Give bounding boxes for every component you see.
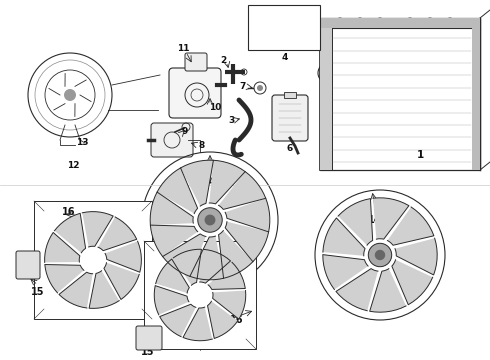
Text: 5: 5 (254, 9, 260, 18)
Polygon shape (336, 269, 378, 311)
Text: 15: 15 (31, 287, 45, 297)
Polygon shape (209, 160, 245, 204)
Circle shape (257, 85, 263, 91)
Polygon shape (150, 192, 193, 225)
Polygon shape (183, 307, 212, 341)
Polygon shape (150, 225, 197, 257)
Text: 3: 3 (228, 116, 234, 125)
Polygon shape (225, 198, 270, 232)
Polygon shape (323, 218, 365, 256)
Polygon shape (45, 265, 84, 293)
Polygon shape (213, 291, 246, 319)
Text: 10: 10 (209, 103, 221, 112)
Circle shape (64, 89, 76, 101)
Polygon shape (190, 236, 223, 280)
Polygon shape (338, 199, 373, 245)
Polygon shape (373, 198, 409, 239)
FancyBboxPatch shape (169, 68, 221, 118)
Circle shape (368, 243, 392, 267)
Text: 14: 14 (203, 177, 217, 187)
Text: 15: 15 (141, 347, 155, 357)
Text: 2: 2 (220, 55, 226, 64)
Polygon shape (154, 285, 189, 315)
Bar (472, 18, 480, 170)
FancyBboxPatch shape (151, 123, 193, 157)
FancyBboxPatch shape (16, 251, 40, 279)
Text: 1: 1 (416, 150, 424, 160)
Text: 12: 12 (67, 161, 79, 170)
Polygon shape (219, 230, 253, 278)
Text: 13: 13 (76, 138, 88, 147)
Circle shape (20, 257, 36, 273)
Text: 8: 8 (199, 140, 205, 149)
Polygon shape (156, 259, 189, 293)
Polygon shape (104, 263, 139, 300)
Text: 9: 9 (182, 126, 188, 135)
Bar (320, 18, 480, 170)
Bar (34, 201, 152, 319)
Circle shape (141, 331, 155, 345)
Circle shape (89, 256, 98, 264)
Circle shape (198, 208, 222, 232)
Bar (248, 5, 320, 50)
Text: 16: 16 (230, 315, 244, 325)
Polygon shape (173, 249, 201, 285)
FancyBboxPatch shape (272, 95, 308, 141)
Polygon shape (105, 241, 142, 272)
Polygon shape (89, 271, 119, 309)
Polygon shape (200, 249, 230, 283)
Text: 7: 7 (240, 81, 246, 90)
Text: 6: 6 (287, 144, 293, 153)
Circle shape (276, 31, 284, 39)
Text: 16: 16 (62, 207, 75, 217)
Text: 14: 14 (368, 215, 382, 225)
Polygon shape (369, 269, 406, 312)
Circle shape (196, 291, 204, 299)
Bar (284, 92, 296, 98)
Polygon shape (208, 301, 238, 338)
Text: 11: 11 (177, 44, 189, 53)
Polygon shape (160, 304, 196, 337)
Polygon shape (323, 255, 368, 289)
Polygon shape (395, 238, 437, 275)
Bar (320, 18, 332, 170)
Circle shape (375, 250, 385, 260)
Polygon shape (54, 213, 86, 253)
Polygon shape (388, 207, 434, 245)
Polygon shape (163, 234, 206, 276)
Polygon shape (82, 212, 113, 247)
Polygon shape (208, 262, 245, 289)
Bar (144, 241, 256, 349)
Circle shape (191, 285, 209, 304)
Polygon shape (59, 272, 93, 308)
Polygon shape (45, 233, 80, 262)
Circle shape (83, 250, 103, 270)
Bar (320, 18, 480, 28)
Polygon shape (225, 222, 269, 262)
Polygon shape (98, 217, 137, 251)
Polygon shape (392, 260, 433, 305)
Circle shape (204, 215, 216, 225)
Polygon shape (219, 172, 266, 210)
FancyBboxPatch shape (185, 53, 207, 71)
Polygon shape (181, 160, 214, 206)
FancyBboxPatch shape (136, 326, 162, 350)
Polygon shape (157, 168, 197, 213)
Text: 4: 4 (282, 53, 288, 62)
